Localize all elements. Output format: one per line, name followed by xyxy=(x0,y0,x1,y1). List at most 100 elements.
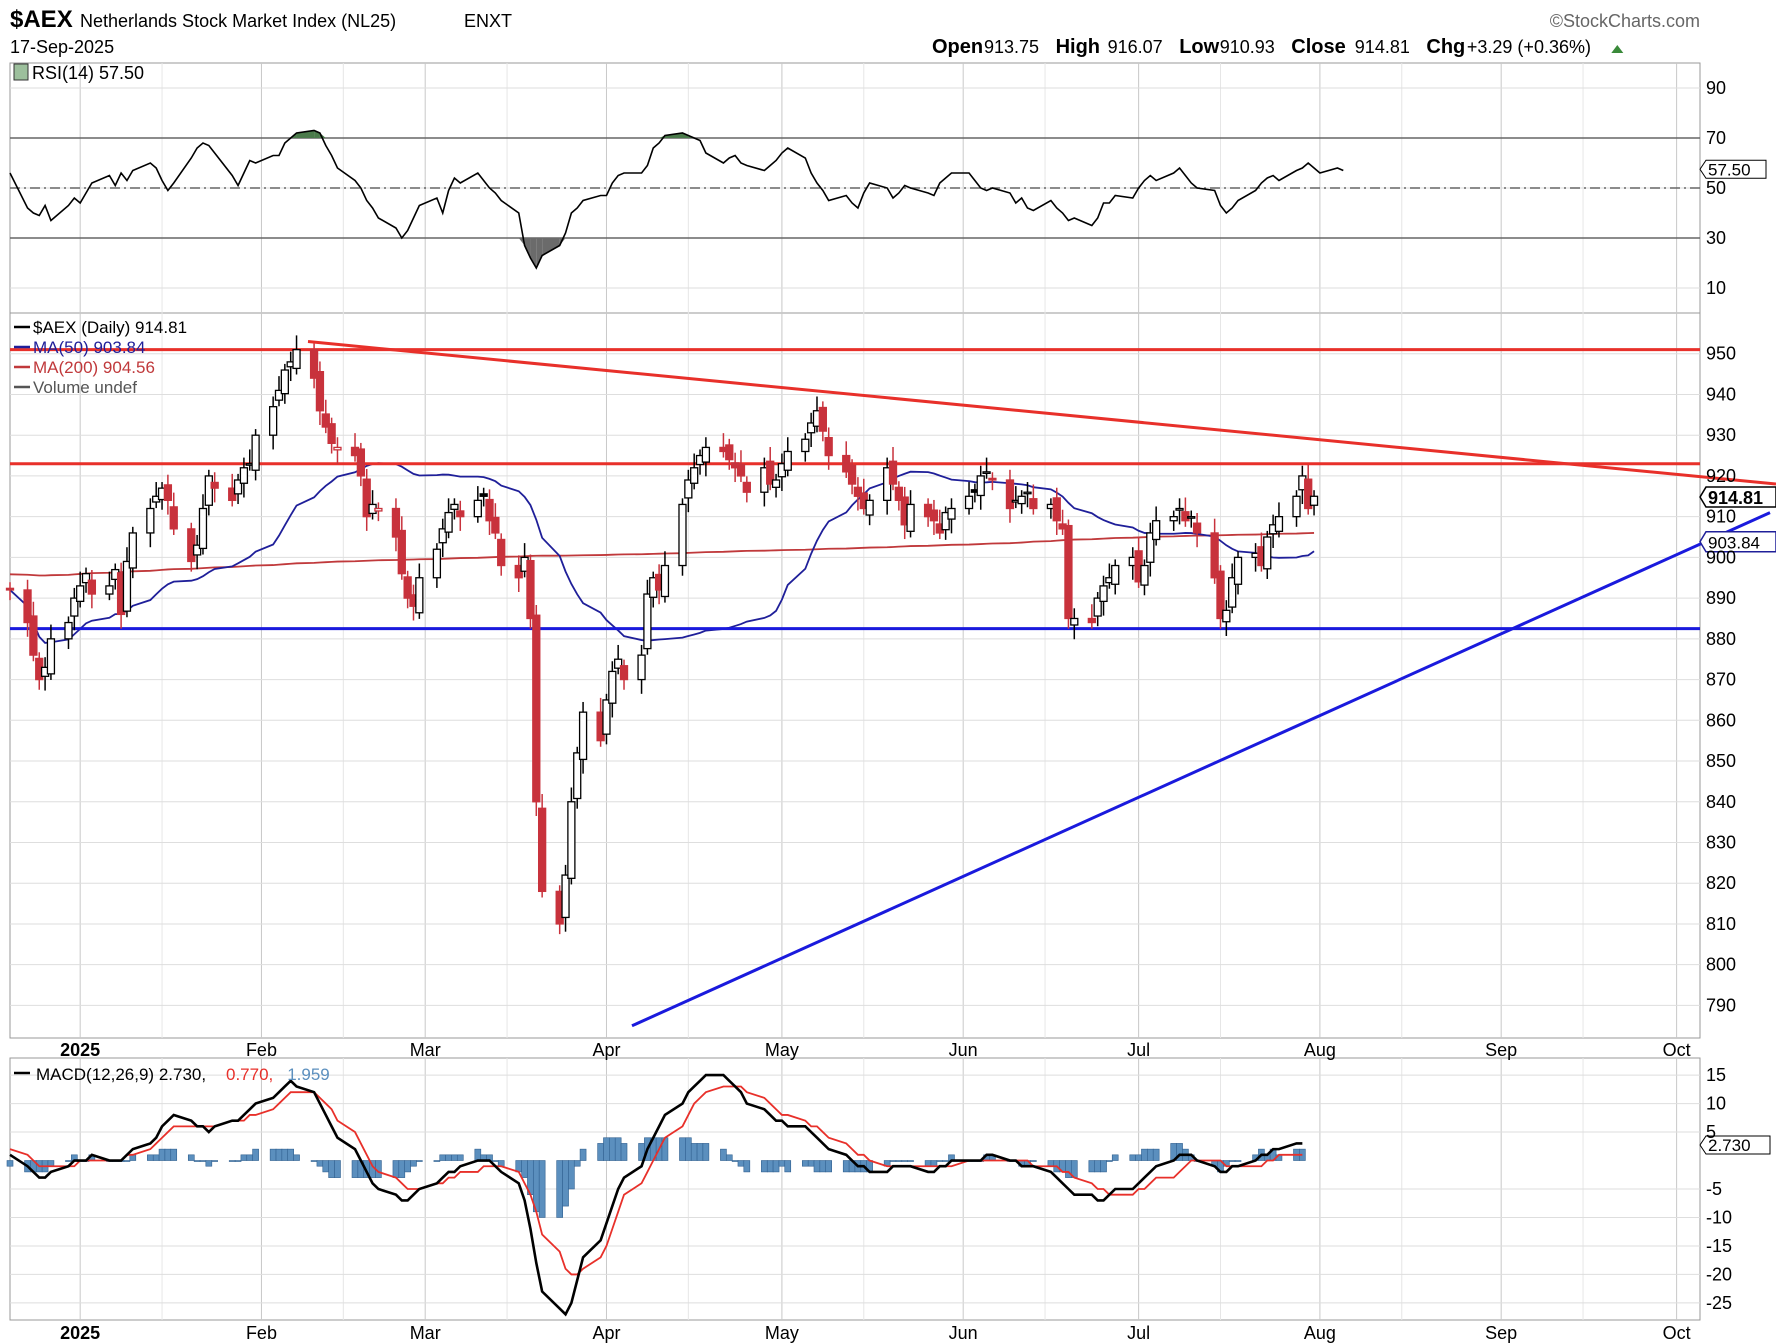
rsi-value-tag xyxy=(1699,159,1767,179)
macd-legend-text: MACD(12,26,9) 2.730, xyxy=(36,1065,206,1084)
macd-histogram-bar xyxy=(6,1160,14,1167)
candle-body xyxy=(64,621,73,640)
macd-histogram-bar xyxy=(439,1154,447,1161)
candle-body xyxy=(853,486,863,497)
macd-histogram-bar xyxy=(451,1154,458,1161)
candle-body xyxy=(374,507,383,512)
candle-body xyxy=(742,481,751,493)
quote-row: Open 913.75 High 916.07 Low 910.93 Close 914.81… xyxy=(932,36,1624,58)
candle-body xyxy=(643,593,652,650)
macd-histogram-bar xyxy=(147,1154,154,1161)
macd-histogram-bar xyxy=(158,1148,166,1161)
macd-histogram-bar xyxy=(234,1160,242,1162)
price-y-tick: 870 xyxy=(1706,670,1736,690)
candle-body xyxy=(1228,577,1237,608)
macd-y-tick: 10 xyxy=(1706,1094,1726,1114)
macd-histogram-bar xyxy=(1152,1148,1160,1161)
candle-body xyxy=(122,560,132,612)
candle-body xyxy=(327,423,336,444)
candle-body xyxy=(947,507,956,520)
quote-label: Open xyxy=(932,36,983,58)
candle-body xyxy=(1023,491,1032,495)
candle-body xyxy=(450,503,459,510)
macd-histogram-bar xyxy=(398,1160,406,1178)
candle-body xyxy=(233,479,243,495)
price-legend-text: $AEX (Daily) 914.81 xyxy=(33,318,187,337)
macd-histogram-bar xyxy=(164,1148,172,1161)
price-y-tick: 860 xyxy=(1706,710,1736,730)
rsi-oversold-fill xyxy=(536,238,543,268)
price-y-tick: 880 xyxy=(1706,629,1736,649)
month-label: May xyxy=(765,1323,799,1343)
price-y-tick: 850 xyxy=(1706,751,1736,771)
macd-histogram-bar xyxy=(614,1137,622,1161)
macd-histogram-bar xyxy=(942,1160,949,1162)
month-label: Sep xyxy=(1485,1040,1517,1060)
macd-histogram-bar xyxy=(825,1160,832,1173)
candle-body xyxy=(456,510,465,518)
quote-value: 916.07 xyxy=(1108,37,1163,57)
macd-y-tick: -20 xyxy=(1706,1264,1732,1284)
month-label: Apr xyxy=(592,1040,620,1060)
axis-labels: 90 70 50 30 10 950 940 930 920 910 900 890 880 870 860… xyxy=(60,78,1736,1343)
price-y-tick: 930 xyxy=(1706,425,1736,445)
ma50-value-tag xyxy=(1699,530,1776,553)
rsi-overbought-fill xyxy=(296,130,315,138)
month-label: Jul xyxy=(1127,1040,1150,1060)
macd-histogram-bar xyxy=(310,1160,318,1162)
candle-body xyxy=(766,460,775,485)
macd-y-tick: 15 xyxy=(1706,1065,1726,1085)
rsi-y-tick: 70 xyxy=(1706,128,1726,148)
candle-body xyxy=(473,499,482,518)
price-y-tick: 940 xyxy=(1706,384,1736,404)
candle-body xyxy=(976,475,985,497)
candle-body xyxy=(321,413,330,428)
price-y-tick: 910 xyxy=(1706,507,1736,527)
candle-body xyxy=(1192,522,1202,534)
price-y-tick: 820 xyxy=(1706,873,1736,893)
candle-body xyxy=(1099,585,1108,603)
macd-histogram-bar xyxy=(316,1160,324,1167)
candle-body xyxy=(988,477,997,481)
index-name: Netherlands Stock Market Index (NL25) xyxy=(80,11,396,31)
macd-histogram-bar xyxy=(1135,1154,1142,1161)
price-y-tick: 830 xyxy=(1706,832,1736,852)
candle-body xyxy=(192,544,202,556)
macd-y-tick: -15 xyxy=(1706,1236,1732,1256)
rsi-y-tick: 90 xyxy=(1706,78,1726,98)
candle-body xyxy=(701,446,711,463)
candle-body xyxy=(806,422,816,434)
price-y-tick: 810 xyxy=(1706,914,1736,934)
price-y-tick: 790 xyxy=(1706,995,1736,1015)
candle-body xyxy=(432,548,442,579)
candle-body xyxy=(637,654,646,681)
candle-body xyxy=(1140,564,1149,586)
macd-histogram-bar xyxy=(187,1154,195,1161)
macd-histogram-bar xyxy=(1088,1160,1096,1173)
candle-body xyxy=(561,874,570,919)
macd-histogram-bar xyxy=(889,1160,897,1162)
month-label: Apr xyxy=(592,1323,620,1343)
macd-histogram-bar xyxy=(334,1160,341,1178)
candle-body xyxy=(725,444,734,461)
macd-histogram-bar xyxy=(1106,1160,1113,1162)
candle-body xyxy=(1087,617,1096,624)
macd-histogram-bar xyxy=(1030,1160,1037,1162)
candle-body xyxy=(1292,495,1301,518)
candle-body xyxy=(842,454,851,473)
candle-body xyxy=(280,369,289,395)
rsi-oversold-fill xyxy=(542,238,560,256)
macd-histogram-bar xyxy=(819,1160,827,1173)
candle-body xyxy=(1222,609,1231,623)
candle-body xyxy=(23,589,32,624)
candle-body xyxy=(614,658,623,669)
brand-watermark: ©StockCharts.com xyxy=(1550,11,1700,31)
candle-body xyxy=(1309,495,1319,506)
rsi-y-tick: 30 xyxy=(1706,228,1726,248)
quote-label: Chg xyxy=(1426,36,1465,58)
chart-header: $AEX Netherlands Stock Market Index (NL2… xyxy=(10,6,1700,58)
macd-chart: MACD(12,26,9) 2.730, 0.770, 1.959 2.730 xyxy=(6,1065,1771,1317)
candle-body xyxy=(128,532,137,569)
month-label: Feb xyxy=(246,1040,277,1060)
